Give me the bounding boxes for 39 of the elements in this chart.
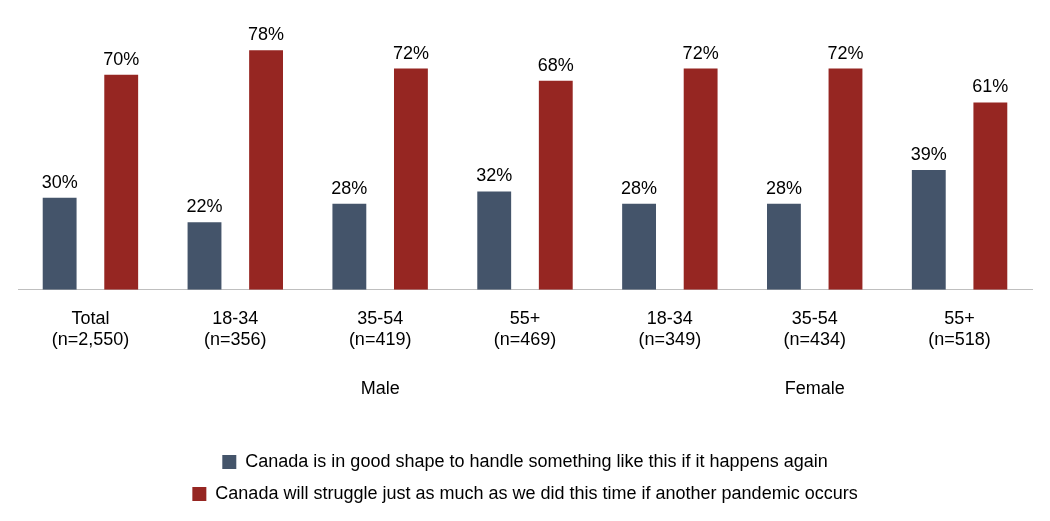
data-label: 39% <box>910 143 947 164</box>
x-tick-label: Total (n=2,550) <box>51 307 130 350</box>
bar <box>538 80 573 290</box>
data-label: 28% <box>621 177 658 198</box>
x-tick-label: 55+ (n=518) <box>928 307 991 350</box>
x-tick-label: 35-54 (n=419) <box>348 307 412 350</box>
bar <box>767 203 801 290</box>
bar <box>828 68 863 290</box>
bar <box>622 203 657 290</box>
data-label: 28% <box>765 177 802 198</box>
data-label: 28% <box>331 177 368 198</box>
text: Female <box>784 377 845 398</box>
bar <box>332 203 367 290</box>
data-label: 72% <box>682 42 719 63</box>
data-label: 78% <box>248 24 285 45</box>
data-label: 68% <box>537 54 574 75</box>
data-label: 70% <box>103 48 140 69</box>
bar <box>911 169 946 290</box>
data-label: 72% <box>392 42 429 63</box>
bar <box>249 50 283 290</box>
data-label: 32% <box>476 165 513 186</box>
data-label: 22% <box>186 196 223 217</box>
bar <box>477 191 512 290</box>
x-tick-label: 18-34 (n=356) <box>204 307 267 350</box>
data-label: 72% <box>827 42 864 63</box>
text: Male <box>360 377 400 398</box>
bar <box>973 102 1008 290</box>
x-tick-label: 55+ (n=469) <box>493 307 557 350</box>
bar <box>42 197 77 290</box>
bar <box>187 222 222 290</box>
bar <box>683 68 718 290</box>
bar <box>104 74 139 290</box>
legend-label: Canada will struggle just as much as we did this time if another pandemic occurs <box>215 482 858 503</box>
data-label: 61% <box>972 76 1009 97</box>
legend-label: Canada is in good shape to handle something like this if it happens again <box>245 450 828 471</box>
x-tick-label: 35-54 (n=434) <box>783 307 846 350</box>
data-label: 30% <box>41 171 78 192</box>
bar <box>394 68 428 290</box>
x-tick-label: 18-34 (n=349) <box>638 307 702 350</box>
